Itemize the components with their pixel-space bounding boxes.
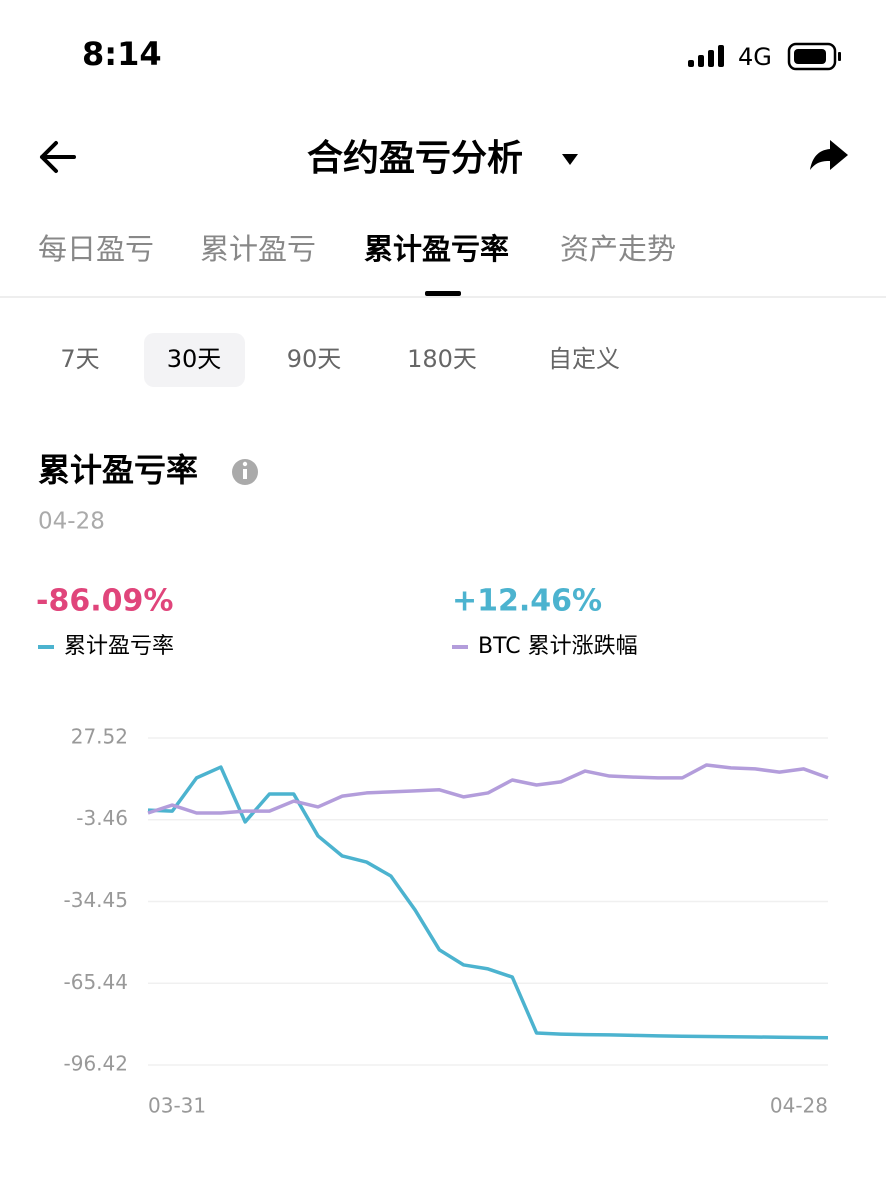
y-tick-label: -3.46 [76,806,128,830]
legend-value: -86.09% [36,584,173,619]
chart: 27.52 -3.46 -34.45 -65.44 -96.42 03-31 04-28 累计… [38,634,829,1118]
y-tick-label: -65.44 [64,970,128,994]
section-date: 04-28 [38,509,105,535]
x-tick-label: 03-31 [148,1094,206,1118]
y-tick-label: -34.45 [64,888,128,912]
legend-label: BTC 累计涨跌幅 [478,634,638,659]
tab-indicator [425,291,461,296]
signal-icon [688,45,724,67]
status-network: 4G [738,43,772,71]
tab[interactable]: 累计盈亏 [200,232,316,266]
page-title[interactable]: 合约盈亏分析 [307,138,523,179]
legend-value: +12.46% [452,584,602,619]
tab[interactable]: 累计盈亏率 [364,232,509,266]
range-button[interactable]: 90天 [287,345,342,373]
line-series [147,765,829,1040]
range-selected-bg [144,333,245,387]
range-button[interactable]: 7天 [60,345,99,373]
range-button[interactable]: 自定义 [548,345,620,373]
title-caret[interactable] [562,154,578,165]
tab[interactable]: 每日盈亏 [38,232,154,266]
legend-label: 累计盈亏率 [64,634,174,659]
x-tick-label: 04-28 [770,1094,828,1118]
range-button[interactable]: 180天 [407,345,477,373]
tab[interactable]: 资产走势 [560,232,676,266]
share-button[interactable] [810,140,848,170]
section-title: 累计盈亏率 [38,451,198,489]
back-button[interactable] [40,141,76,173]
info-icon[interactable] [232,459,258,485]
line-series [147,763,829,815]
y-tick-label: 27.52 [71,725,128,749]
battery-icon [787,42,841,71]
y-tick-label: -96.42 [64,1052,128,1076]
status-time: 8:14 [82,35,162,73]
range-button[interactable]: 30天 [167,345,222,373]
